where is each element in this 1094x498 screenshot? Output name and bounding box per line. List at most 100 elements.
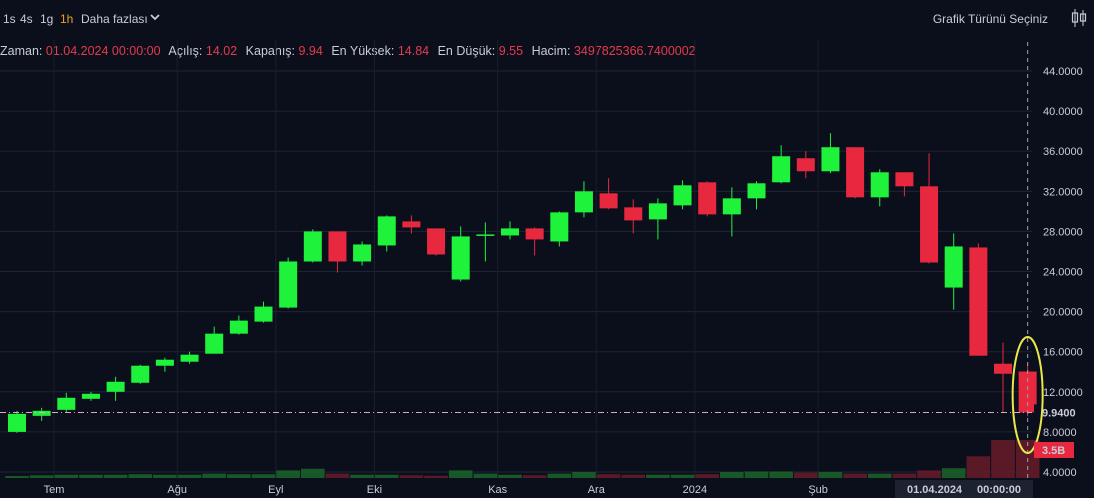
candle-body [920,186,939,263]
candle-body [944,246,963,288]
volume-bar [646,474,670,478]
volume-bar [744,471,769,478]
volume-bar [818,472,843,478]
chart-type-selector[interactable]: Grafik Türünü Seçiniz [932,12,1048,26]
y-tick-label: 32.0000 [1043,186,1083,198]
volume-bar [720,472,744,478]
more-timeframes-button[interactable]: Daha fazlası [81,12,148,26]
volume-bar [374,474,399,478]
volume-bar [350,474,374,478]
x-tick-label: Ara [588,484,606,496]
time-value: 01.04.2024 00:00:00 [45,44,161,58]
volume-bar [991,440,1015,478]
candle-body [895,172,914,187]
candle-body [698,182,717,215]
candle-body [673,185,692,206]
candle-body [476,234,495,236]
close-label: Kapanış: [245,44,296,58]
volume-bar [153,474,177,478]
candle-body [180,354,199,362]
candle-body [254,306,273,322]
x-tick-label: Şub [808,484,828,496]
y-tick-label: 4.0000 [1043,467,1077,479]
time-label: Zaman: [0,44,43,58]
candle-body [229,320,248,334]
candle-body [402,221,421,228]
candle-body [8,413,26,432]
candle-body [155,359,174,366]
candle-body [821,147,840,172]
low-label: En Düşük: [437,44,496,58]
timeframe-1h[interactable]: 1h [60,12,74,26]
ohlc-legend: Zaman: 01.04.2024 00:00:00 Açılış: 14.02… [0,44,701,58]
timeframe-1g[interactable]: 1g [40,12,54,26]
crosshair-date-label: 01.04.2024 [907,484,963,496]
crosshair-time-label: 00:00:00 [977,484,1021,496]
volume-bar [695,474,720,478]
candle-body [279,261,298,308]
candlestick-icon[interactable] [1070,8,1088,28]
candle-body [328,231,347,262]
x-tick-label: Eki [367,484,382,496]
volume-bar [522,475,547,478]
volume-last-label: 3.5B [1042,445,1065,457]
x-tick-label: Tem [44,484,65,496]
x-tick-label: 2024 [683,484,707,496]
candle-body [796,158,815,172]
candle-body [57,397,76,410]
candle-body [969,247,988,356]
candle-body [525,228,544,240]
volume-bar [276,470,300,478]
candle-body [846,147,865,198]
volume-bar [5,476,29,478]
candle-body [501,228,519,236]
y-tick-label: 12.0000 [1043,387,1083,399]
candle-body [377,216,396,246]
candle-body [427,228,446,255]
candle-body [722,198,741,215]
timeframe-4s[interactable]: 4s [20,12,33,26]
volume-bar [473,473,498,478]
candle-body [772,156,791,183]
timeframe-1s[interactable]: 1s [3,12,16,26]
volume-bar [621,474,646,478]
volume-bar [227,474,251,478]
volume-bar [498,474,522,478]
y-tick-label: 40.0000 [1043,106,1083,118]
volume-bar [202,473,227,478]
candle-body [32,410,51,416]
highlight-ellipse [1011,336,1044,454]
chevron-down-icon[interactable] [150,12,160,22]
candle-body [648,203,667,220]
toolbar: 1s 4s 1g 1h Daha fazlası Grafik Türünü S… [0,0,1094,38]
volume-bar [79,474,103,478]
y-tick-label: 44.0000 [1043,66,1083,78]
high-value: 14.84 [397,44,430,58]
volume-bar [596,474,621,478]
candle-body [1018,371,1037,413]
candle-body [574,191,593,213]
volume-bar [843,473,867,478]
x-tick-label: Ağu [167,484,187,496]
volume-bar [300,468,325,478]
candle-body [599,193,618,209]
volume-bar [424,475,448,478]
candle-body [205,333,224,354]
volume-value: 3497825366.7400002 [573,44,696,58]
volume-bar [892,473,917,478]
y-tick-label: 36.0000 [1043,146,1083,158]
volume-bar [547,473,572,478]
volume-bar [325,473,350,478]
low-value: 9.55 [498,44,524,58]
y-tick-label: 16.0000 [1043,347,1083,359]
volume-bar [793,472,818,478]
volume-label-bg [1034,442,1074,458]
candle-body [106,381,125,392]
candle-body [303,231,322,262]
volume-label: Hacim: [531,44,571,58]
volume-bar [251,474,276,478]
volume-bar [128,474,153,478]
volume-bar [670,474,695,478]
volume-bar [917,470,941,478]
